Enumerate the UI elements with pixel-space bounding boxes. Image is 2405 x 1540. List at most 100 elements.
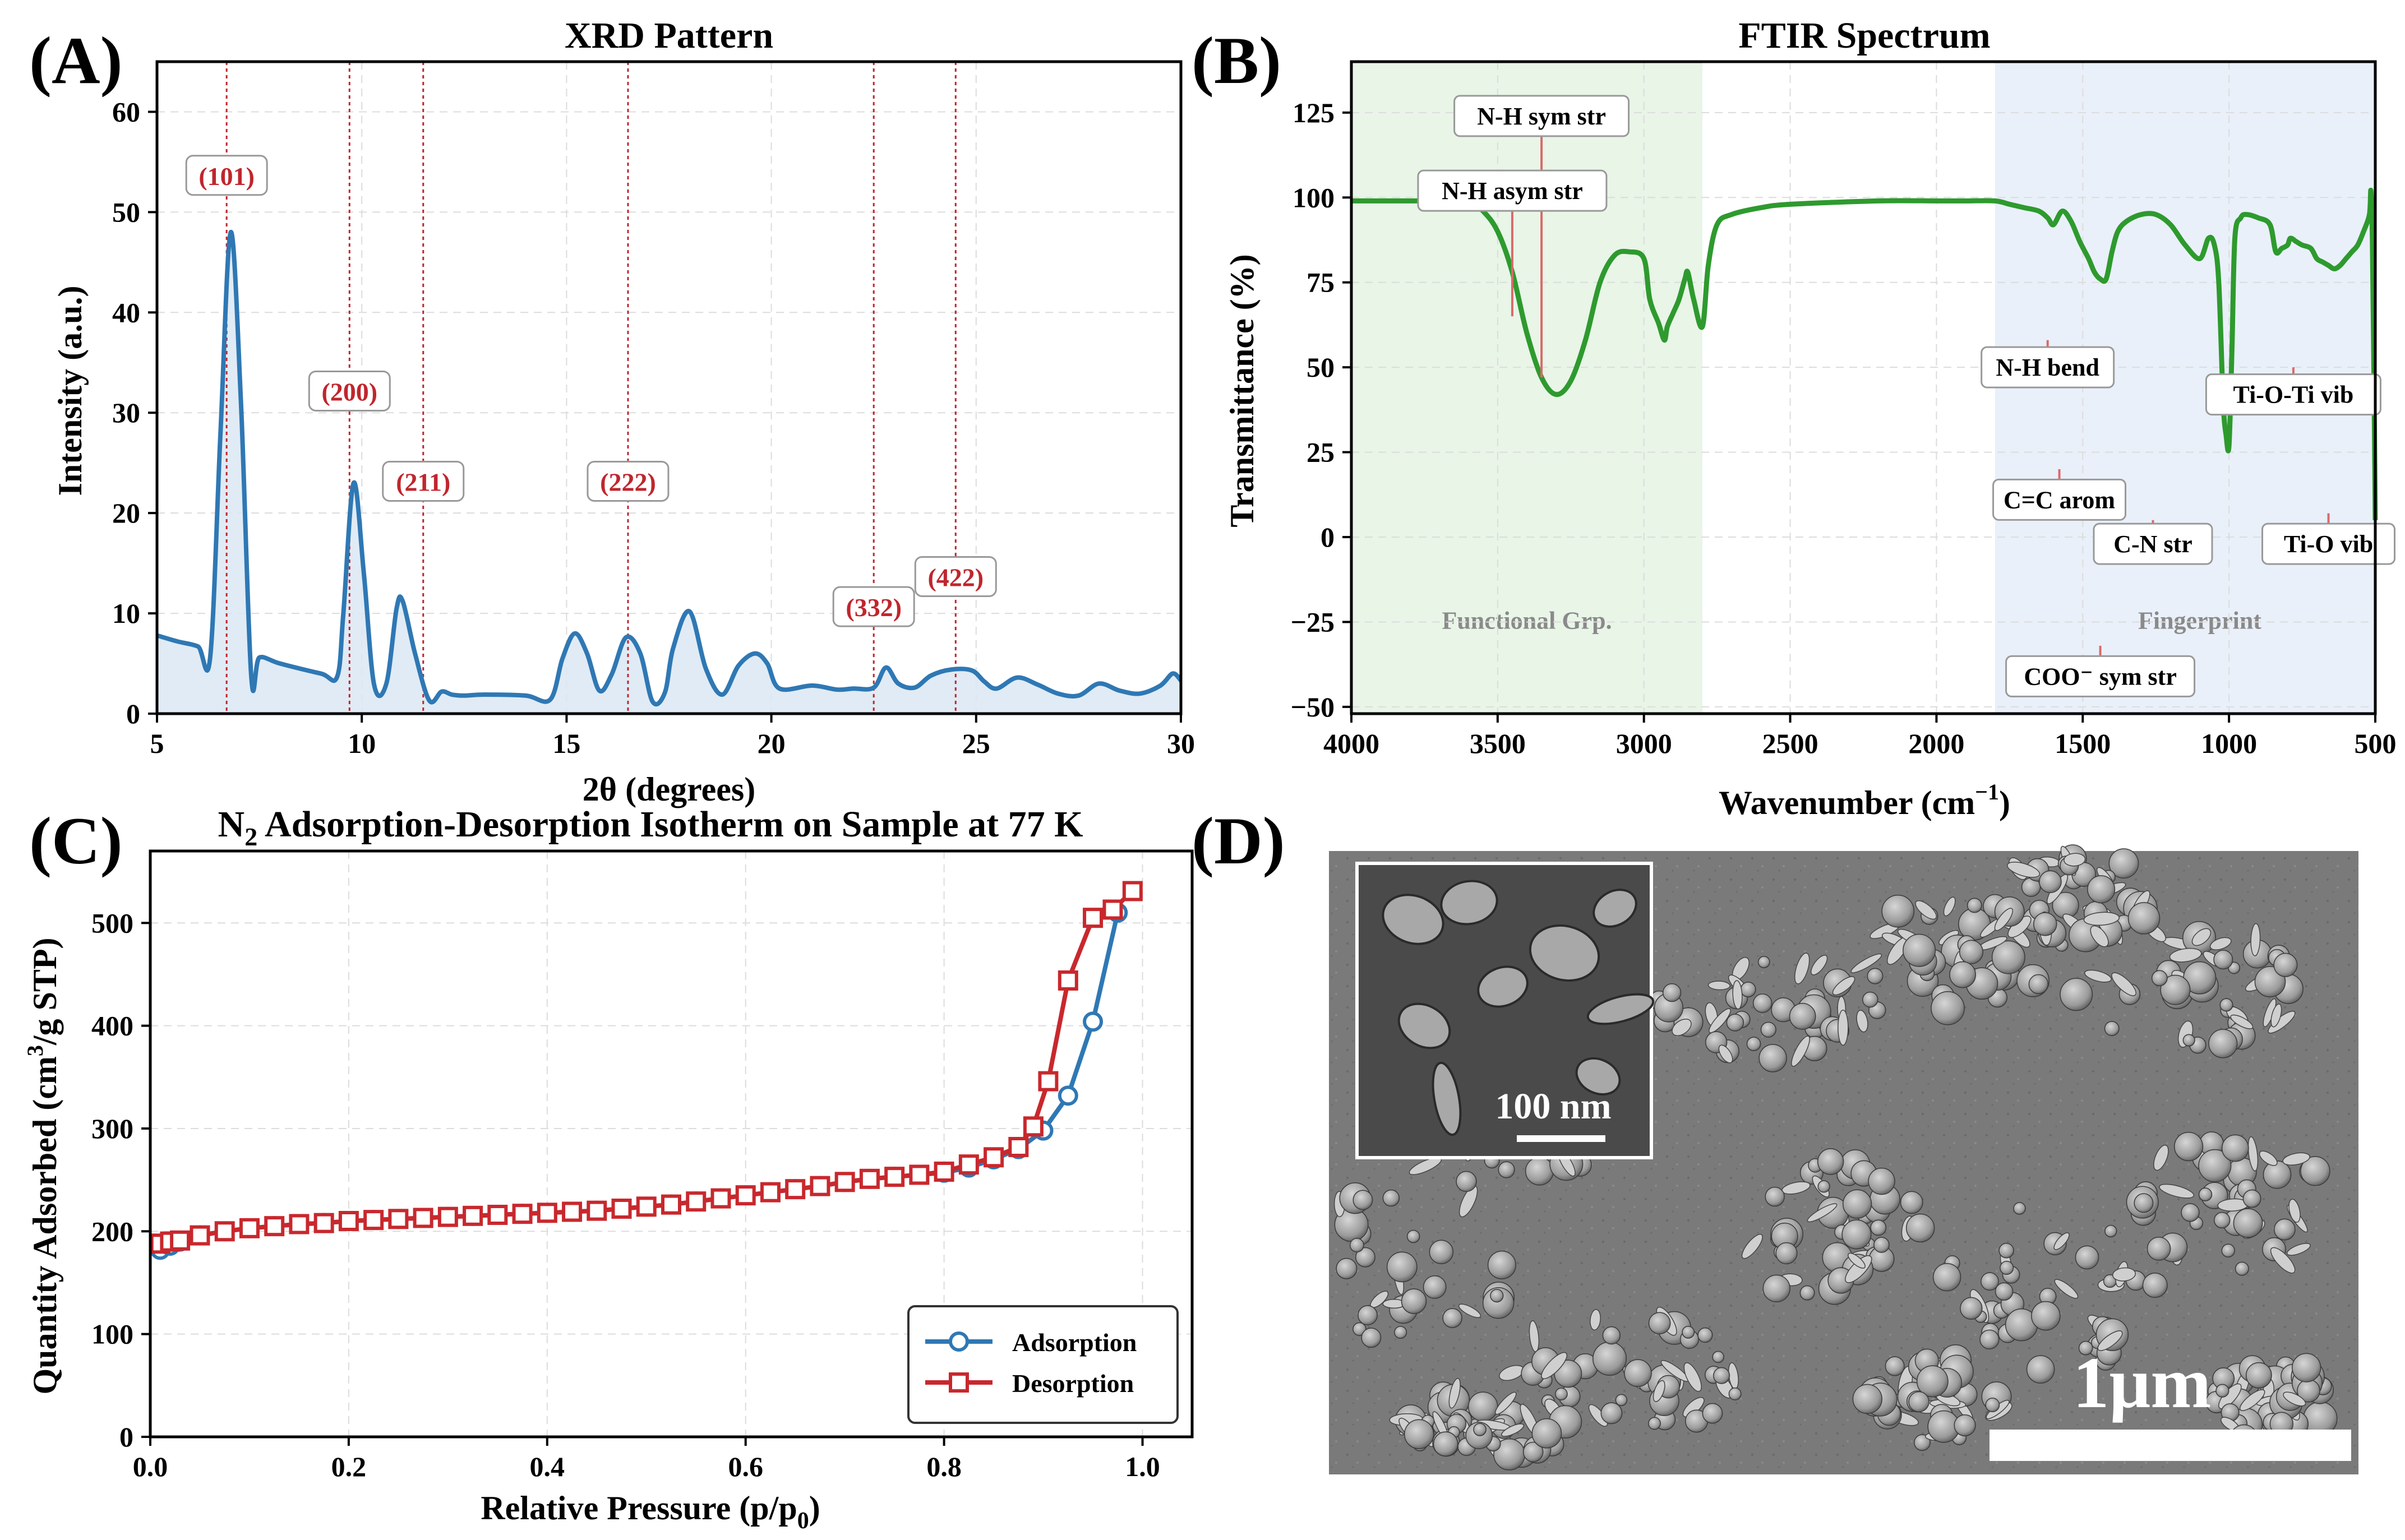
sem-inset-particle bbox=[1592, 889, 1637, 928]
sem-particle bbox=[1908, 1391, 1929, 1413]
ftir-plot-area bbox=[1351, 187, 2378, 520]
desorption-point bbox=[686, 1191, 707, 1212]
sem-particle bbox=[1652, 1380, 1665, 1403]
isotherm-legend: Adsorption Desorption bbox=[907, 1305, 1179, 1424]
sem-particle bbox=[1765, 1186, 1785, 1207]
sem-particle bbox=[1998, 1243, 2014, 1259]
sem-particle bbox=[1592, 1341, 1627, 1376]
sem-particle bbox=[1336, 1257, 1358, 1279]
sem-particle bbox=[1590, 1309, 1601, 1331]
xrd-peak-label: (211) bbox=[396, 468, 450, 496]
ftir-annotation-label: Ti-O-Ti vib bbox=[2233, 381, 2354, 409]
sem-particles bbox=[1333, 844, 2338, 1470]
ftir-ticks: 4000 3500 3000 2500 2000 1500 1000 500 −50 −25 0 25… bbox=[1291, 97, 2397, 759]
sem-scale-label: 1μm bbox=[2073, 1343, 2212, 1423]
sem-particle bbox=[1448, 1377, 1461, 1409]
panel-label-a: (A) bbox=[29, 23, 123, 98]
ftir-region-label: Fingerprint bbox=[2138, 607, 2261, 635]
sem-particle bbox=[2282, 1152, 2310, 1166]
ftir-ytick-label: 75 bbox=[1307, 267, 1335, 298]
desorption-point bbox=[214, 1221, 235, 1242]
isotherm-title-rest: Adsorption-Desorption Isotherm on Sample… bbox=[257, 804, 1083, 845]
sem-particle bbox=[1394, 1326, 1407, 1339]
sem-particle bbox=[1868, 1167, 1895, 1195]
sem-particle bbox=[2112, 1267, 2136, 1282]
isotherm-ytick-label: 200 bbox=[91, 1215, 133, 1247]
ftir-annotation-label: N-H sym str bbox=[1477, 103, 1606, 130]
isotherm-xtick-label: 0.0 bbox=[133, 1451, 168, 1482]
sem-particle bbox=[1672, 1019, 1692, 1037]
sem-particle bbox=[1732, 980, 1743, 1010]
isotherm-ylabel: Quantity Adsorbed (cm3/g STP) bbox=[22, 937, 63, 1394]
sem-particle bbox=[2273, 1218, 2296, 1241]
sem-scale-bar bbox=[1989, 1430, 2351, 1461]
sem-particle bbox=[1386, 1251, 1418, 1283]
sem-particle bbox=[1490, 1289, 1504, 1303]
sem-particle bbox=[1885, 1356, 1905, 1376]
panel-label-c: (C) bbox=[29, 803, 123, 878]
sem-particle bbox=[2000, 1260, 2014, 1275]
sem-particle bbox=[2033, 912, 2057, 936]
isotherm-title-sub: 2 bbox=[244, 822, 257, 851]
ftir-annotation-box bbox=[2261, 522, 2396, 565]
sem-image: 100 nm 1μm bbox=[1329, 844, 2358, 1474]
sem-particle bbox=[1873, 1237, 1890, 1253]
sem-particle bbox=[2160, 974, 2191, 1005]
ftir-xtick-label: 2000 bbox=[1908, 728, 1964, 759]
xrd-ytick-label: 30 bbox=[112, 397, 140, 428]
ftir-annotation-label: Ti-O vib bbox=[2284, 530, 2373, 558]
desorption-point bbox=[636, 1196, 657, 1217]
desorption-point bbox=[1008, 1137, 1029, 1157]
sem-particle bbox=[2221, 1243, 2236, 1258]
xrd-xlabel: 2θ (degrees) bbox=[583, 771, 755, 808]
desorption-point bbox=[834, 1172, 855, 1192]
sem-particle bbox=[1845, 1255, 1872, 1283]
sem-particle bbox=[2230, 1014, 2254, 1029]
sem-inset: 100 nm bbox=[1355, 862, 1655, 1159]
sem-particle bbox=[1746, 1037, 1761, 1051]
isotherm-ytick-label: 400 bbox=[91, 1010, 133, 1042]
sem-particle bbox=[2087, 875, 2116, 904]
sem-particle bbox=[2060, 978, 2093, 1011]
sem-particle bbox=[1648, 1312, 1671, 1335]
isotherm-xtick-label: 0.2 bbox=[331, 1451, 367, 1482]
ftir-xtick-label: 1000 bbox=[2201, 728, 2257, 759]
ftir-annotation-box bbox=[2093, 522, 2213, 565]
ftir-annotation-box bbox=[1981, 346, 2115, 389]
sem-particle bbox=[2239, 1389, 2265, 1411]
xrd-ytick-label: 50 bbox=[112, 196, 140, 228]
sem-particle bbox=[1456, 1171, 1477, 1192]
sem-particle bbox=[2292, 1353, 2321, 1382]
sem-particle bbox=[1762, 1274, 1790, 1303]
desorption-point bbox=[190, 1225, 210, 1246]
sem-inset-particle bbox=[1382, 894, 1444, 945]
sem-particle bbox=[1433, 1431, 1458, 1457]
xrd-frame bbox=[155, 60, 1183, 715]
desorption-point bbox=[170, 1230, 191, 1251]
ftir-ytick-label: −25 bbox=[1291, 606, 1335, 637]
xrd-chart: XRD Pattern 2θ (degrees) Intensity (a.u.… bbox=[52, 15, 1195, 808]
isotherm-ytick-label: 100 bbox=[91, 1319, 133, 1350]
sem-particle bbox=[1458, 1303, 1481, 1318]
sem-particle bbox=[2221, 1134, 2249, 1162]
isotherm-line-desorption bbox=[159, 889, 1134, 1246]
sem-particle bbox=[1648, 1417, 1661, 1430]
sem-particle bbox=[2242, 1189, 2261, 1208]
sem-particle bbox=[1522, 1441, 1544, 1463]
sem-particle bbox=[1932, 1262, 1961, 1292]
sem-particle bbox=[1760, 1021, 1776, 1038]
sem-particle bbox=[2215, 1384, 2229, 1398]
ftir-ytick-label: 0 bbox=[1321, 521, 1335, 553]
ftir-frame bbox=[1350, 60, 2377, 715]
adsorption-point bbox=[1058, 1085, 1078, 1106]
desorption-point bbox=[313, 1213, 334, 1233]
sem-particle bbox=[2270, 1247, 2296, 1274]
ftir-xlabel-end: ) bbox=[1999, 784, 2010, 821]
isotherm-xtick-label: 0.6 bbox=[728, 1451, 763, 1482]
xrd-title: XRD Pattern bbox=[565, 15, 773, 56]
desorption-point bbox=[537, 1203, 557, 1223]
sem-particle bbox=[2235, 1261, 2249, 1276]
desorption-point bbox=[1038, 1071, 1059, 1092]
sem-inset-particle bbox=[1397, 1002, 1451, 1049]
